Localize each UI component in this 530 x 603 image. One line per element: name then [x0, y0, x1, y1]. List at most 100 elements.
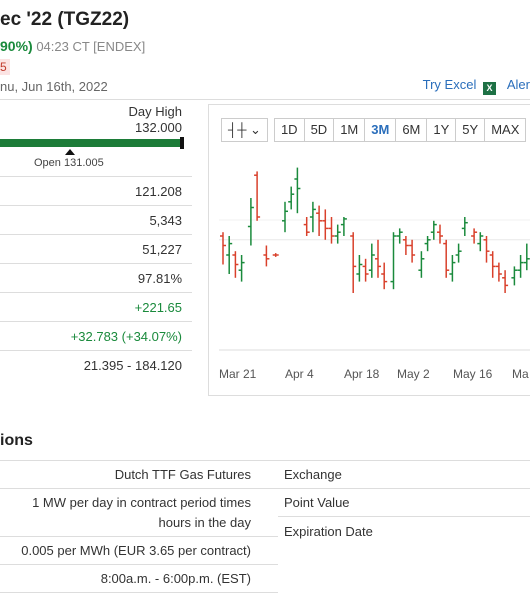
change-percent: 90%) [0, 38, 33, 54]
open-marker-icon [65, 149, 75, 155]
x-tick-label: Apr 4 [285, 367, 314, 381]
spec-tick-size: 0.005 per MWh (EUR 3.65 per contract) [21, 543, 251, 558]
ohlc-bar [303, 217, 310, 236]
day-high-value: 132.000 [135, 120, 182, 135]
ohlc-bar [449, 255, 456, 282]
ohlc-bar [409, 239, 416, 263]
spec-expiration-label: Expiration Date [284, 524, 373, 539]
page-title: ec '22 (TGZ22) [0, 9, 130, 30]
ohlc-bar [294, 167, 301, 214]
ohlc-bar [362, 258, 369, 282]
chart-toolbar: ┤┼ ⌄ 1D 5D 1M 3M 6M 1Y 5Y MAX [221, 118, 527, 142]
ohlc-bar [220, 232, 226, 265]
ohlc-bar [356, 255, 363, 282]
spec-point-value-line1: 1 MW per day in contract period times [32, 495, 251, 510]
price-chart-panel: ┤┼ ⌄ 1D 5D 1M 3M 6M 1Y 5Y MAX Mar 21 Apr 4 Apr 18… [208, 104, 530, 396]
ohlc-bar [334, 224, 341, 244]
ohlc-bar [238, 255, 245, 282]
spec-point-value: 1 MW per day in contract period times ho… [32, 493, 251, 533]
ohlc-bar [437, 224, 443, 244]
ohlc-bar [517, 255, 524, 278]
ohlc-bar [232, 251, 239, 278]
period-tab-max[interactable]: MAX [484, 118, 527, 142]
period-tab-6m[interactable]: 6M [395, 118, 428, 142]
stat-value: 121.208 [135, 184, 182, 199]
ohlc-bar [461, 217, 468, 236]
excel-icon[interactable]: X [482, 82, 496, 95]
stat-value: 97.81% [137, 271, 182, 286]
ohlc-bar [263, 245, 270, 267]
ohlc-bar [495, 262, 502, 282]
ohlc-bar [471, 228, 478, 244]
spec-trading-hours: 8:00a.m. - 6:00p.m. (EST) [100, 571, 251, 586]
stat-row: +221.65 [0, 292, 192, 321]
stat-row: 121.208 [0, 176, 192, 205]
ohlc-bar [502, 270, 509, 293]
spec-divider [0, 488, 530, 489]
ohlc-bar [375, 239, 381, 278]
try-excel-link[interactable]: Try Excel [422, 77, 477, 92]
x-tick-label: Apr 18 [344, 367, 380, 381]
spec-divider [0, 536, 278, 537]
period-tab-5y[interactable]: 5Y [455, 118, 486, 142]
x-tick-label: Ma [512, 367, 529, 381]
alerts-link[interactable]: Aler [506, 77, 530, 92]
ohlc-bar [396, 228, 403, 244]
stat-row: 21.395 - 184.120 [0, 350, 192, 379]
period-tab-1m[interactable]: 1M [333, 118, 366, 142]
ohlc-bar [247, 198, 254, 246]
ohlc-bar [350, 232, 357, 293]
ohlc-bar [424, 236, 431, 252]
ohlc-bar [368, 243, 375, 278]
ohlc-bar [430, 220, 437, 240]
stat-row: +32.783 (+34.07%) [0, 321, 192, 350]
ohlc-bar [402, 236, 409, 255]
x-tick-label: May 2 [397, 367, 430, 381]
ohlc-bar [322, 209, 329, 240]
stat-row: 5,343 [0, 205, 192, 234]
ohlc-bar [477, 232, 484, 252]
price-change-line: 90%) 04:23 CT [ENDEX] [0, 38, 145, 54]
ohlc-chart[interactable]: Mar 21 Apr 4 Apr 18 May 2 May 16 Ma [209, 105, 530, 395]
day-high: Day High 132.000 [129, 104, 182, 136]
period-tab-3m[interactable]: 3M [364, 118, 397, 142]
period-tab-1y[interactable]: 1Y [426, 118, 457, 142]
ohlc-bar [316, 205, 323, 236]
stat-row: 97.81% [0, 263, 192, 292]
header-links: Try Excel X Aler [423, 77, 530, 95]
ohlc-bar [328, 217, 335, 244]
day-range-bar [0, 139, 184, 147]
day-range-marker [180, 137, 184, 149]
ohlc-bar [340, 217, 347, 236]
chart-type-dropdown[interactable]: ┤┼ ⌄ [221, 118, 268, 142]
ohlc-bar [511, 266, 518, 286]
quote-date: nu, Jun 16th, 2022 [0, 79, 108, 94]
ohlc-bars-icon: ┤┼ [228, 122, 247, 137]
stat-value: +32.783 (+34.07%) [70, 329, 182, 344]
period-tab-1d[interactable]: 1D [273, 118, 305, 142]
ohlc-bar [390, 232, 397, 290]
day-high-label: Day High [128, 104, 182, 119]
ohlc-bar [254, 171, 261, 221]
change-badge: 5 [0, 59, 10, 75]
x-tick-label: Mar 21 [219, 367, 257, 381]
chevron-down-icon: ⌄ [250, 122, 261, 137]
ohlc-bar [455, 243, 462, 263]
x-tick-label: May 16 [453, 367, 493, 381]
stat-value: 51,227 [142, 242, 182, 257]
specs-title: ions [0, 432, 33, 449]
stat-row: 51,227 [0, 234, 192, 263]
ohlc-bar [272, 253, 279, 257]
header-divider [0, 99, 530, 100]
ohlc-bar [226, 236, 233, 274]
period-tab-5d[interactable]: 5D [303, 118, 335, 142]
ohlc-bar [381, 262, 388, 290]
ohlc-bar [309, 201, 316, 233]
ohlc-bar [483, 236, 490, 263]
ohlc-bar [443, 239, 450, 278]
spec-divider [0, 592, 278, 593]
period-tabs: 1D 5D 1M 3M 6M 1Y 5Y MAX [273, 118, 527, 142]
ohlc-bar [489, 251, 496, 278]
spec-divider [0, 564, 278, 565]
quote-time: 04:23 CT [ENDEX] [36, 39, 146, 54]
